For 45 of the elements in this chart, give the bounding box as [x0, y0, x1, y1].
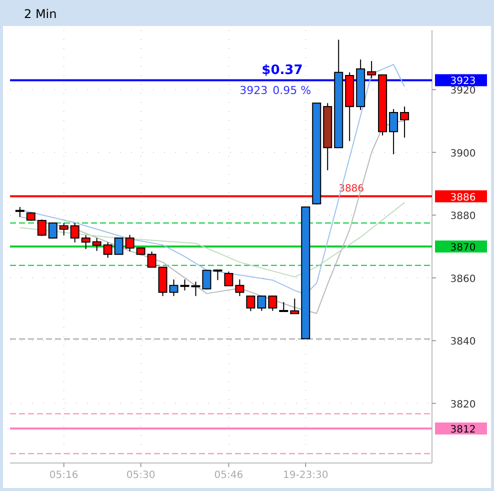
- candlestick: [257, 295, 266, 312]
- candlestick: [367, 60, 376, 79]
- candlestick: [268, 295, 278, 312]
- x-tick-label: 05:30: [126, 470, 156, 481]
- annotation: 0.95 %: [272, 84, 312, 98]
- ref-line-label: 3886: [450, 192, 476, 204]
- y-tick-label: 3820: [450, 399, 476, 410]
- candlestick: [191, 281, 200, 297]
- candlestick: [147, 251, 156, 268]
- ref-line-label: 3812: [450, 424, 476, 436]
- candlestick: [389, 108, 398, 155]
- candlestick: [59, 222, 68, 236]
- candlestick: [103, 242, 112, 258]
- candlestick: [48, 222, 58, 240]
- candlestick: [224, 271, 234, 287]
- candlestick: [125, 234, 134, 252]
- x-tick-label: 05:16: [49, 470, 78, 481]
- y-tick-label: 3860: [450, 274, 476, 285]
- annotation: $0.37: [262, 63, 303, 78]
- y-tick-label: 3880: [450, 211, 476, 222]
- candlestick: [37, 219, 46, 236]
- x-tick-label: 05:46: [214, 470, 244, 481]
- ref-line-label: 3923: [450, 76, 476, 88]
- annotation: 3886: [338, 183, 364, 194]
- candlestick: [290, 298, 300, 314]
- y-tick-label: 3900: [450, 148, 476, 160]
- x-tick-label: 19-23:30: [283, 470, 328, 481]
- candlestick: [235, 278, 244, 297]
- candlestick: [70, 222, 80, 243]
- candlestick: [213, 270, 222, 281]
- candlestick: [180, 278, 190, 291]
- candlestick: [114, 238, 124, 255]
- ref-line-label: 3870: [450, 242, 476, 254]
- candlestick: [92, 238, 102, 252]
- candlestick: [400, 106, 410, 138]
- candlestick: [202, 270, 212, 290]
- candlestick: [15, 206, 24, 218]
- y-tick-label: 3840: [450, 336, 476, 348]
- candlestick: [279, 302, 288, 312]
- line-series: [19, 202, 406, 278]
- chart-title: 2 Min: [24, 7, 57, 21]
- y-tick-label: 3920: [450, 86, 476, 97]
- candlestick: [81, 234, 90, 250]
- candlestick: [246, 296, 256, 312]
- annotation: 3923: [240, 84, 268, 98]
